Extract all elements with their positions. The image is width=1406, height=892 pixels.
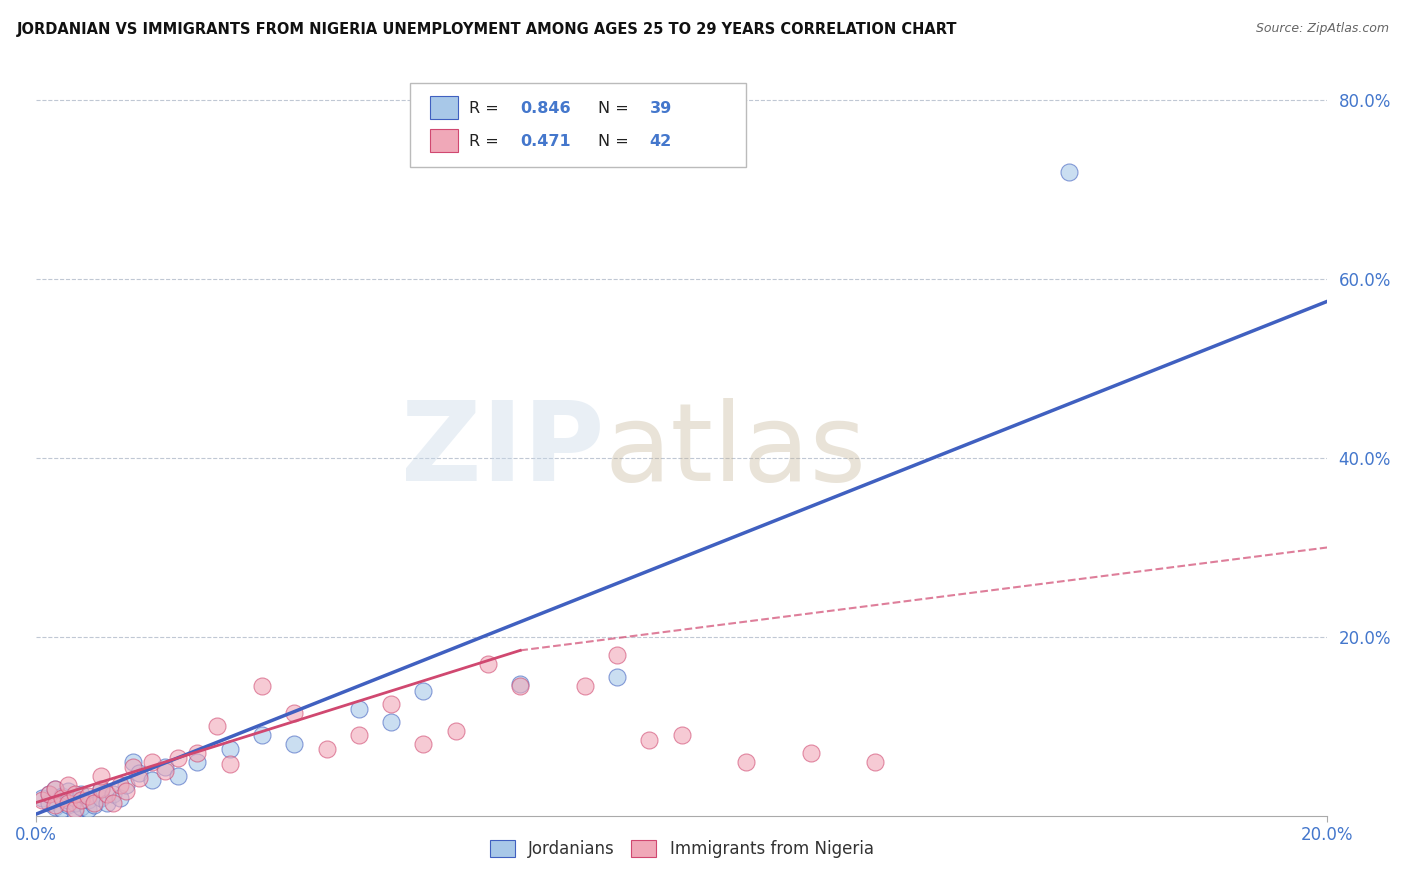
Point bbox=[44, 782, 66, 797]
Point bbox=[574, 679, 596, 693]
Point bbox=[63, 805, 86, 819]
Point bbox=[509, 679, 531, 693]
Point bbox=[121, 760, 143, 774]
Point bbox=[63, 787, 86, 801]
Point bbox=[121, 756, 143, 770]
Text: JORDANIAN VS IMMIGRANTS FROM NIGERIA UNEMPLOYMENT AMONG AGES 25 TO 29 YEARS CORR: JORDANIAN VS IMMIGRANTS FROM NIGERIA UNE… bbox=[17, 22, 957, 37]
Point bbox=[103, 787, 125, 801]
Point bbox=[141, 756, 163, 770]
Point bbox=[412, 683, 434, 698]
Point bbox=[347, 728, 370, 742]
Point bbox=[186, 756, 208, 770]
Point bbox=[315, 742, 337, 756]
Point bbox=[735, 756, 758, 770]
Point bbox=[76, 793, 98, 807]
Text: N =: N = bbox=[598, 134, 628, 149]
Point bbox=[58, 784, 80, 798]
Point bbox=[63, 791, 86, 805]
Point bbox=[51, 789, 73, 804]
Point bbox=[63, 802, 86, 816]
Point bbox=[412, 737, 434, 751]
Point bbox=[58, 798, 80, 813]
Point bbox=[153, 760, 176, 774]
Point bbox=[89, 769, 111, 783]
Point bbox=[218, 757, 240, 772]
Point bbox=[31, 793, 53, 807]
Point bbox=[153, 764, 176, 779]
Point bbox=[186, 747, 208, 761]
Point bbox=[205, 719, 228, 733]
Point bbox=[76, 802, 98, 816]
Point bbox=[380, 714, 402, 729]
Point bbox=[108, 791, 131, 805]
Point bbox=[31, 791, 53, 805]
Point bbox=[58, 778, 80, 792]
Point bbox=[128, 772, 150, 786]
Point bbox=[38, 796, 60, 810]
Point bbox=[141, 773, 163, 788]
Point bbox=[1057, 164, 1080, 178]
Point bbox=[250, 728, 273, 742]
FancyBboxPatch shape bbox=[430, 96, 458, 119]
Text: ZIP: ZIP bbox=[401, 397, 605, 504]
Point bbox=[218, 742, 240, 756]
Point bbox=[96, 787, 118, 801]
Point bbox=[58, 796, 80, 810]
Point bbox=[606, 648, 628, 662]
Point bbox=[38, 787, 60, 801]
Point bbox=[380, 697, 402, 711]
Point bbox=[96, 796, 118, 810]
Text: R =: R = bbox=[468, 134, 498, 149]
Point bbox=[800, 747, 823, 761]
Text: Source: ZipAtlas.com: Source: ZipAtlas.com bbox=[1256, 22, 1389, 36]
Point bbox=[128, 766, 150, 780]
Legend: Jordanians, Immigrants from Nigeria: Jordanians, Immigrants from Nigeria bbox=[482, 833, 880, 864]
Text: N =: N = bbox=[598, 101, 628, 116]
Point bbox=[477, 657, 499, 671]
Point bbox=[115, 784, 138, 798]
Point bbox=[44, 800, 66, 814]
Point bbox=[115, 778, 138, 792]
Point bbox=[108, 778, 131, 792]
Point bbox=[167, 769, 190, 783]
Point bbox=[638, 732, 661, 747]
Point bbox=[51, 802, 73, 816]
Point bbox=[509, 676, 531, 690]
Point bbox=[44, 798, 66, 813]
Point bbox=[444, 723, 467, 738]
Point bbox=[58, 793, 80, 807]
Text: 42: 42 bbox=[650, 134, 672, 149]
Point bbox=[70, 800, 93, 814]
Point bbox=[70, 787, 93, 801]
Text: 0.471: 0.471 bbox=[520, 134, 571, 149]
Text: 0.846: 0.846 bbox=[520, 101, 571, 116]
Point bbox=[865, 756, 887, 770]
Text: R =: R = bbox=[468, 101, 498, 116]
Point bbox=[83, 796, 105, 810]
Point bbox=[70, 793, 93, 807]
Point bbox=[283, 706, 305, 720]
Point bbox=[250, 679, 273, 693]
Text: atlas: atlas bbox=[605, 398, 866, 504]
Point bbox=[44, 782, 66, 797]
Point bbox=[103, 796, 125, 810]
FancyBboxPatch shape bbox=[430, 129, 458, 152]
Point bbox=[89, 782, 111, 797]
FancyBboxPatch shape bbox=[411, 83, 747, 167]
Point bbox=[606, 670, 628, 684]
Point bbox=[283, 737, 305, 751]
Point bbox=[51, 791, 73, 805]
Point bbox=[347, 701, 370, 715]
Point bbox=[83, 798, 105, 813]
Point bbox=[167, 751, 190, 765]
Point bbox=[89, 791, 111, 805]
Text: 39: 39 bbox=[650, 101, 672, 116]
Point bbox=[38, 787, 60, 801]
Point bbox=[89, 782, 111, 797]
Point bbox=[76, 789, 98, 804]
Point bbox=[671, 728, 693, 742]
Point bbox=[63, 796, 86, 810]
